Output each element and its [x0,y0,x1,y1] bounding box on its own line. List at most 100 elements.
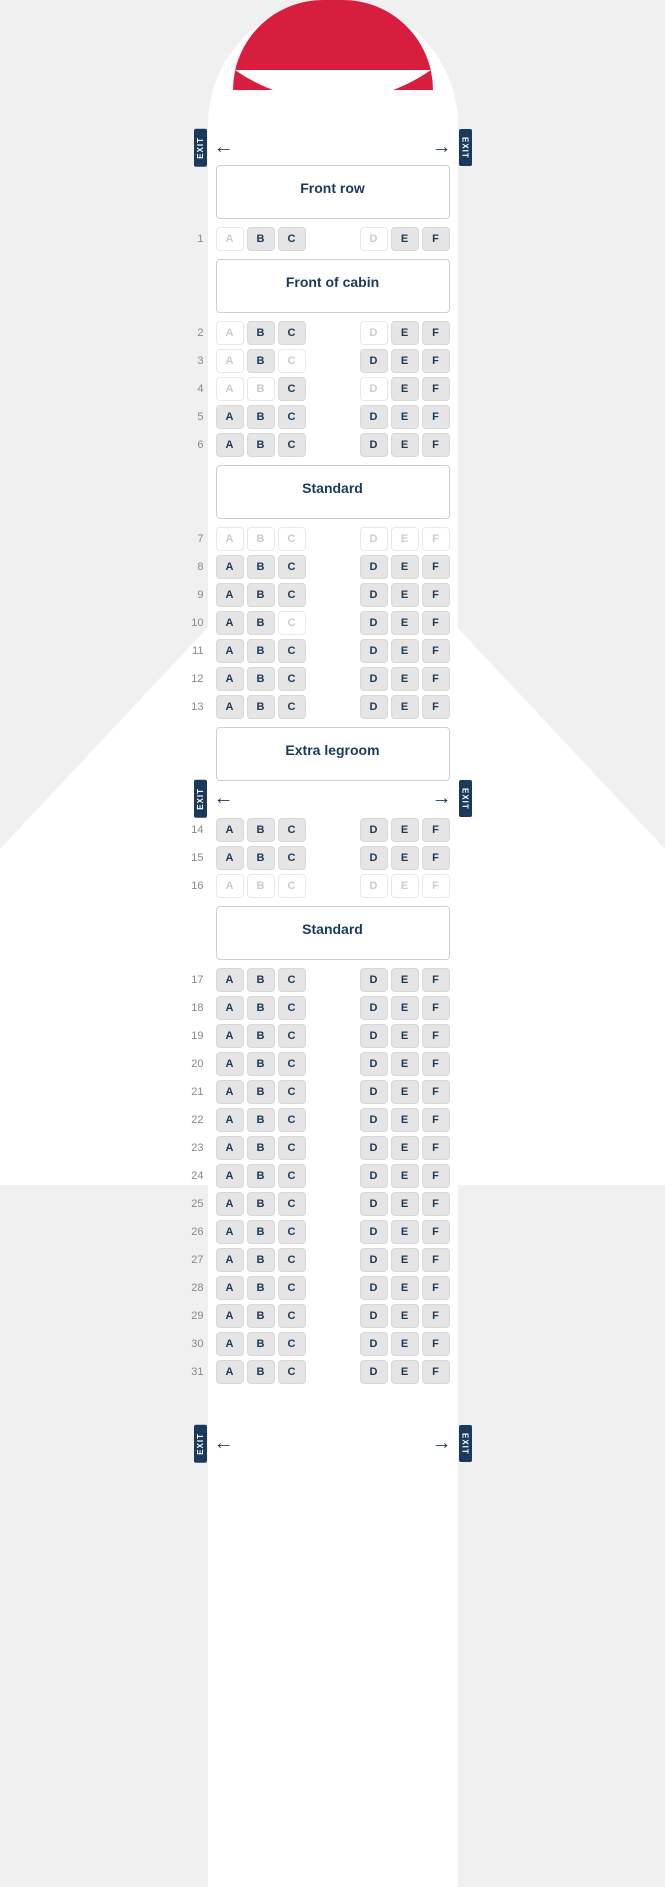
seat-23A[interactable]: A [216,1136,244,1160]
seat-25F[interactable]: F [422,1192,450,1216]
seat-22C[interactable]: C [278,1108,306,1132]
seat-5B[interactable]: B [247,405,275,429]
seat-24B[interactable]: B [247,1164,275,1188]
seat-13C[interactable]: C [278,695,306,719]
seat-25B[interactable]: B [247,1192,275,1216]
seat-12D[interactable]: D [360,667,388,691]
seat-26D[interactable]: D [360,1220,388,1244]
seat-31F[interactable]: F [422,1360,450,1384]
seat-12A[interactable]: A [216,667,244,691]
seat-19A[interactable]: A [216,1024,244,1048]
seat-19E[interactable]: E [391,1024,419,1048]
seat-9C[interactable]: C [278,583,306,607]
seat-6F[interactable]: F [422,433,450,457]
seat-27B[interactable]: B [247,1248,275,1272]
seat-15A[interactable]: A [216,846,244,870]
seat-22A[interactable]: A [216,1108,244,1132]
seat-2B[interactable]: B [247,321,275,345]
seat-17B[interactable]: B [247,968,275,992]
seat-14E[interactable]: E [391,818,419,842]
seat-26F[interactable]: F [422,1220,450,1244]
seat-31D[interactable]: D [360,1360,388,1384]
seat-31C[interactable]: C [278,1360,306,1384]
seat-21B[interactable]: B [247,1080,275,1104]
seat-26C[interactable]: C [278,1220,306,1244]
seat-4E[interactable]: E [391,377,419,401]
seat-8A[interactable]: A [216,555,244,579]
seat-19C[interactable]: C [278,1024,306,1048]
seat-2F[interactable]: F [422,321,450,345]
seat-24F[interactable]: F [422,1164,450,1188]
seat-22E[interactable]: E [391,1108,419,1132]
seat-23E[interactable]: E [391,1136,419,1160]
seat-3D[interactable]: D [360,349,388,373]
seat-17C[interactable]: C [278,968,306,992]
seat-20F[interactable]: F [422,1052,450,1076]
seat-13D[interactable]: D [360,695,388,719]
seat-21E[interactable]: E [391,1080,419,1104]
seat-10F[interactable]: F [422,611,450,635]
seat-18D[interactable]: D [360,996,388,1020]
seat-20C[interactable]: C [278,1052,306,1076]
seat-28A[interactable]: A [216,1276,244,1300]
seat-5D[interactable]: D [360,405,388,429]
seat-3B[interactable]: B [247,349,275,373]
seat-9E[interactable]: E [391,583,419,607]
seat-17E[interactable]: E [391,968,419,992]
seat-4C[interactable]: C [278,377,306,401]
seat-19F[interactable]: F [422,1024,450,1048]
seat-26A[interactable]: A [216,1220,244,1244]
seat-28E[interactable]: E [391,1276,419,1300]
seat-25D[interactable]: D [360,1192,388,1216]
seat-20E[interactable]: E [391,1052,419,1076]
seat-28D[interactable]: D [360,1276,388,1300]
seat-20B[interactable]: B [247,1052,275,1076]
seat-21D[interactable]: D [360,1080,388,1104]
seat-5E[interactable]: E [391,405,419,429]
seat-9A[interactable]: A [216,583,244,607]
seat-15F[interactable]: F [422,846,450,870]
seat-11F[interactable]: F [422,639,450,663]
seat-14A[interactable]: A [216,818,244,842]
seat-15B[interactable]: B [247,846,275,870]
seat-18B[interactable]: B [247,996,275,1020]
seat-1C[interactable]: C [278,227,306,251]
seat-15E[interactable]: E [391,846,419,870]
seat-13E[interactable]: E [391,695,419,719]
seat-19B[interactable]: B [247,1024,275,1048]
seat-19D[interactable]: D [360,1024,388,1048]
seat-20D[interactable]: D [360,1052,388,1076]
seat-1F[interactable]: F [422,227,450,251]
seat-18A[interactable]: A [216,996,244,1020]
seat-6A[interactable]: A [216,433,244,457]
seat-9B[interactable]: B [247,583,275,607]
seat-1B[interactable]: B [247,227,275,251]
seat-25A[interactable]: A [216,1192,244,1216]
seat-24D[interactable]: D [360,1164,388,1188]
seat-29A[interactable]: A [216,1304,244,1328]
seat-25C[interactable]: C [278,1192,306,1216]
seat-18C[interactable]: C [278,996,306,1020]
seat-30E[interactable]: E [391,1332,419,1356]
seat-6B[interactable]: B [247,433,275,457]
seat-9F[interactable]: F [422,583,450,607]
seat-10E[interactable]: E [391,611,419,635]
seat-6C[interactable]: C [278,433,306,457]
seat-5A[interactable]: A [216,405,244,429]
seat-11C[interactable]: C [278,639,306,663]
seat-27E[interactable]: E [391,1248,419,1272]
seat-9D[interactable]: D [360,583,388,607]
seat-23F[interactable]: F [422,1136,450,1160]
seat-28C[interactable]: C [278,1276,306,1300]
seat-17A[interactable]: A [216,968,244,992]
seat-26E[interactable]: E [391,1220,419,1244]
seat-10D[interactable]: D [360,611,388,635]
seat-18F[interactable]: F [422,996,450,1020]
seat-6E[interactable]: E [391,433,419,457]
seat-14D[interactable]: D [360,818,388,842]
seat-18E[interactable]: E [391,996,419,1020]
seat-29F[interactable]: F [422,1304,450,1328]
seat-12E[interactable]: E [391,667,419,691]
seat-15C[interactable]: C [278,846,306,870]
seat-29C[interactable]: C [278,1304,306,1328]
